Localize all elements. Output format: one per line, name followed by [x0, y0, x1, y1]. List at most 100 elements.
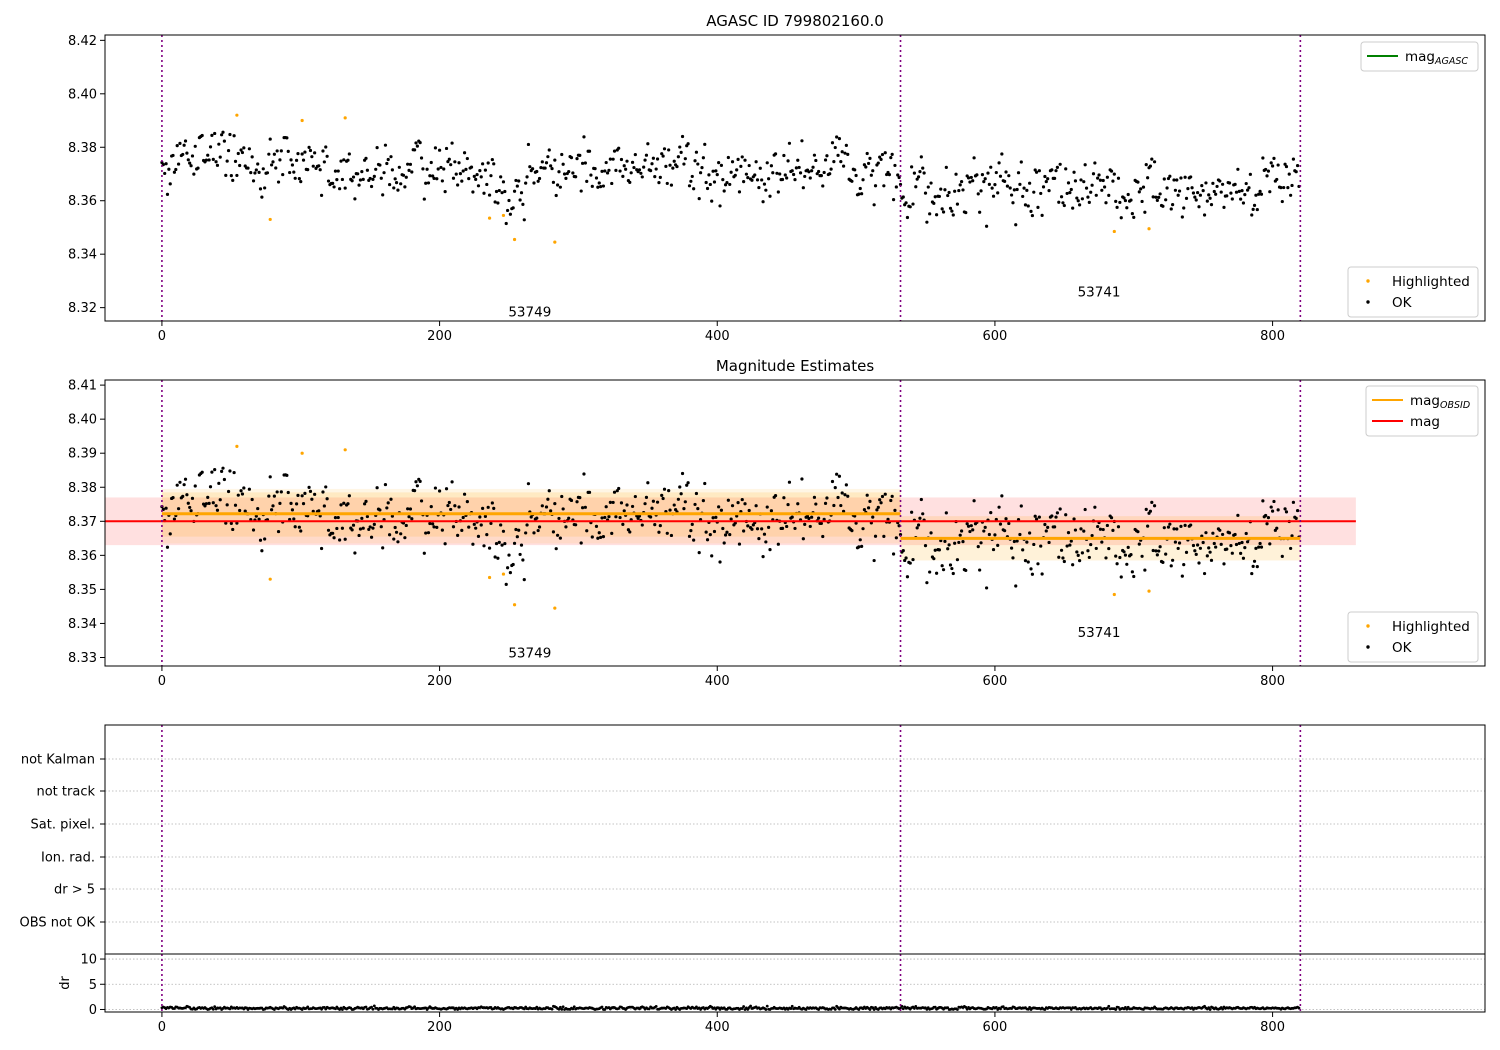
mid-ok-point: [490, 501, 494, 505]
mid-ok-point: [817, 516, 821, 520]
mid-ok-point: [719, 508, 724, 512]
top-ok-point: [481, 162, 485, 166]
mid-ok-point: [369, 535, 374, 539]
top-ok-point: [200, 133, 204, 138]
mid-ok-point: [1264, 513, 1268, 518]
mid-ok-point: [181, 494, 185, 498]
mid-ok-point: [1000, 494, 1004, 498]
top-ok-point: [1201, 189, 1205, 193]
top-ok-point: [381, 193, 385, 197]
mid-ok-point: [1123, 553, 1128, 557]
top-ok-point: [959, 179, 964, 184]
top-ok-point: [658, 175, 662, 179]
top-ok-point: [783, 173, 787, 177]
mid-ok-point: [440, 528, 444, 532]
mid-ok-point: [1053, 525, 1057, 529]
mid-ok-point: [617, 486, 621, 491]
top-ok-point: [753, 173, 757, 177]
mid-ok-point: [388, 533, 392, 537]
mid-ok-point: [240, 492, 245, 496]
mid-ok-point: [740, 497, 744, 502]
top-ok-point: [1196, 190, 1200, 195]
mid-ok-point: [1012, 539, 1016, 544]
mid-ok-point: [1044, 529, 1048, 533]
top-ok-point: [580, 161, 585, 165]
top-ok-point: [823, 158, 828, 162]
mid-ytick-label-8.37: 8.37: [68, 515, 97, 530]
top-ok-point: [923, 191, 928, 195]
top-ok-point: [549, 164, 553, 168]
top-ok-point: [554, 193, 558, 198]
top-ok-point: [353, 197, 357, 201]
mid-ok-point: [679, 492, 683, 496]
mid-ok-point: [946, 547, 950, 551]
mid-ok-point: [183, 477, 188, 481]
top-ok-point: [265, 171, 270, 175]
mid-highlighted-point: [1147, 589, 1151, 593]
top-ok-point: [989, 165, 993, 169]
dr-xtick-label-400: 400: [705, 1020, 730, 1035]
top-ok-point: [469, 165, 474, 169]
top-ok-point: [1182, 206, 1186, 210]
top-ok-point: [878, 155, 882, 159]
top-ok-point: [1114, 199, 1118, 203]
mid-ok-point: [1265, 522, 1269, 526]
mid-ok-point: [358, 527, 363, 531]
top-ok-point: [872, 203, 876, 207]
top-ok-point: [268, 137, 272, 141]
top-ok-point: [432, 176, 436, 180]
top-ok-point: [213, 131, 217, 136]
top-ok-point: [1240, 189, 1244, 193]
mid-ok-point: [612, 490, 617, 494]
top-ok-point: [840, 150, 844, 154]
mid-ok-point: [403, 536, 407, 540]
top-ok-point: [787, 141, 792, 145]
top-ok-point: [857, 192, 861, 196]
top-ok-point: [1005, 184, 1010, 188]
top-ok-point: [356, 172, 360, 176]
mid-ok-point: [643, 502, 647, 506]
mid-ok-point: [435, 525, 439, 529]
top-ok-point: [1208, 196, 1212, 200]
top-ok-point: [587, 149, 592, 153]
top-ok-point: [1219, 190, 1223, 194]
top-xtick-label-200: 200: [427, 329, 452, 344]
top-ok-point: [1284, 164, 1289, 169]
mid-ok-point: [1259, 545, 1264, 549]
mid-ytick-label-8.39: 8.39: [68, 447, 97, 462]
top-ok-point: [904, 201, 908, 205]
mid-ok-point: [1040, 572, 1044, 576]
top-ok-point: [865, 151, 869, 156]
mid-ok-point: [604, 505, 608, 509]
mid-ok-point: [422, 551, 426, 555]
mid-ok-point: [836, 495, 840, 500]
top-ok-point: [564, 176, 568, 180]
top-ok-point: [869, 173, 873, 177]
top-ok-point: [256, 162, 260, 166]
top-ok-point: [698, 171, 703, 175]
top-ok-point: [1265, 174, 1269, 178]
top-ok-point: [1259, 192, 1264, 196]
top-ok-point: [1247, 186, 1251, 190]
top-ok-point: [978, 210, 982, 214]
mid-ok-point: [1164, 552, 1168, 556]
mid-ok-point: [861, 527, 865, 531]
mid-ok-point: [236, 493, 240, 497]
top-ok-point: [325, 154, 329, 158]
mid-ok-point: [428, 521, 432, 526]
top-ok-point: [975, 173, 979, 177]
top-ok-point: [1266, 169, 1271, 173]
mid-ok-point: [364, 499, 368, 503]
top-ok-point: [1157, 195, 1161, 199]
top-ok-point: [390, 168, 394, 172]
top-ok-point: [1255, 207, 1259, 212]
top-ok-point: [1132, 215, 1136, 219]
mid-scatter-points: [160, 444, 1301, 610]
mid-ok-point: [1034, 517, 1039, 521]
top-ok-point: [639, 171, 643, 175]
top-ok-point: [694, 150, 699, 154]
top-ok-point: [278, 158, 282, 162]
dr-xtick-label-0: 0: [158, 1020, 166, 1035]
top-ok-point: [1148, 164, 1153, 168]
mid-ok-point: [822, 517, 826, 521]
